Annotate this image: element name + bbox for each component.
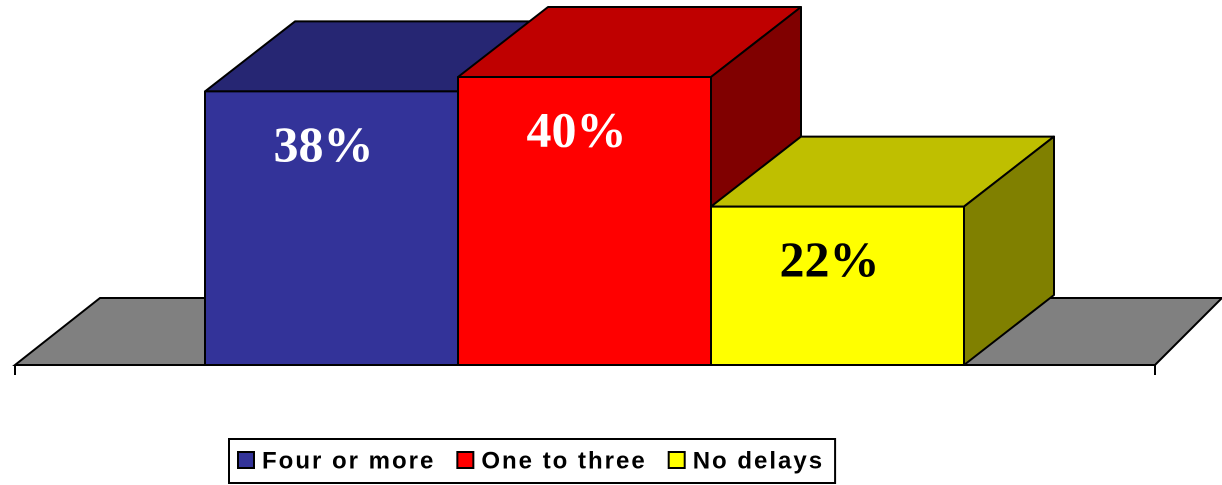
bar <box>710 205 965 366</box>
data-label: 38% <box>274 116 374 172</box>
legend-swatch <box>456 451 475 469</box>
data-label: 40% <box>527 101 627 157</box>
legend-label: No delays <box>693 447 824 474</box>
legend-swatch <box>237 451 255 469</box>
bar <box>204 90 459 367</box>
legend-label: One to three <box>481 447 646 474</box>
legend-box <box>228 438 837 484</box>
bar <box>457 76 712 366</box>
data-label: 22% <box>780 231 880 287</box>
legend-label: Four or more <box>262 447 435 474</box>
legend-swatch <box>667 451 686 469</box>
legend: Four or more One to three No delays <box>228 438 837 484</box>
